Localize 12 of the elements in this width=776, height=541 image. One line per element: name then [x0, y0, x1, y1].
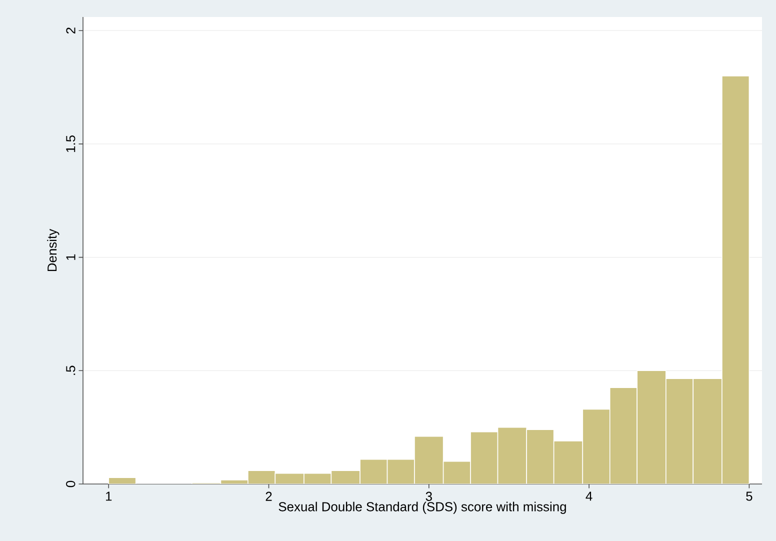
x-tick-label: 4 — [586, 492, 592, 501]
y-tick-label: 0 — [66, 480, 76, 488]
x-tick-label: 1 — [106, 492, 112, 501]
x-tick-label: 3 — [426, 492, 432, 501]
y-tick-label: 2 — [66, 28, 76, 34]
y-tick-label: 1.5 — [66, 135, 76, 152]
x-tick-label: 5 — [746, 492, 752, 501]
y-tick-label: .5 — [66, 366, 76, 375]
x-axis-title: Sexual Double Standard (SDS) score with missing — [278, 502, 566, 514]
x-tick-label: 2 — [266, 492, 272, 501]
y-tick-label: 1 — [66, 254, 76, 260]
y-axis-title: Density — [47, 228, 60, 272]
